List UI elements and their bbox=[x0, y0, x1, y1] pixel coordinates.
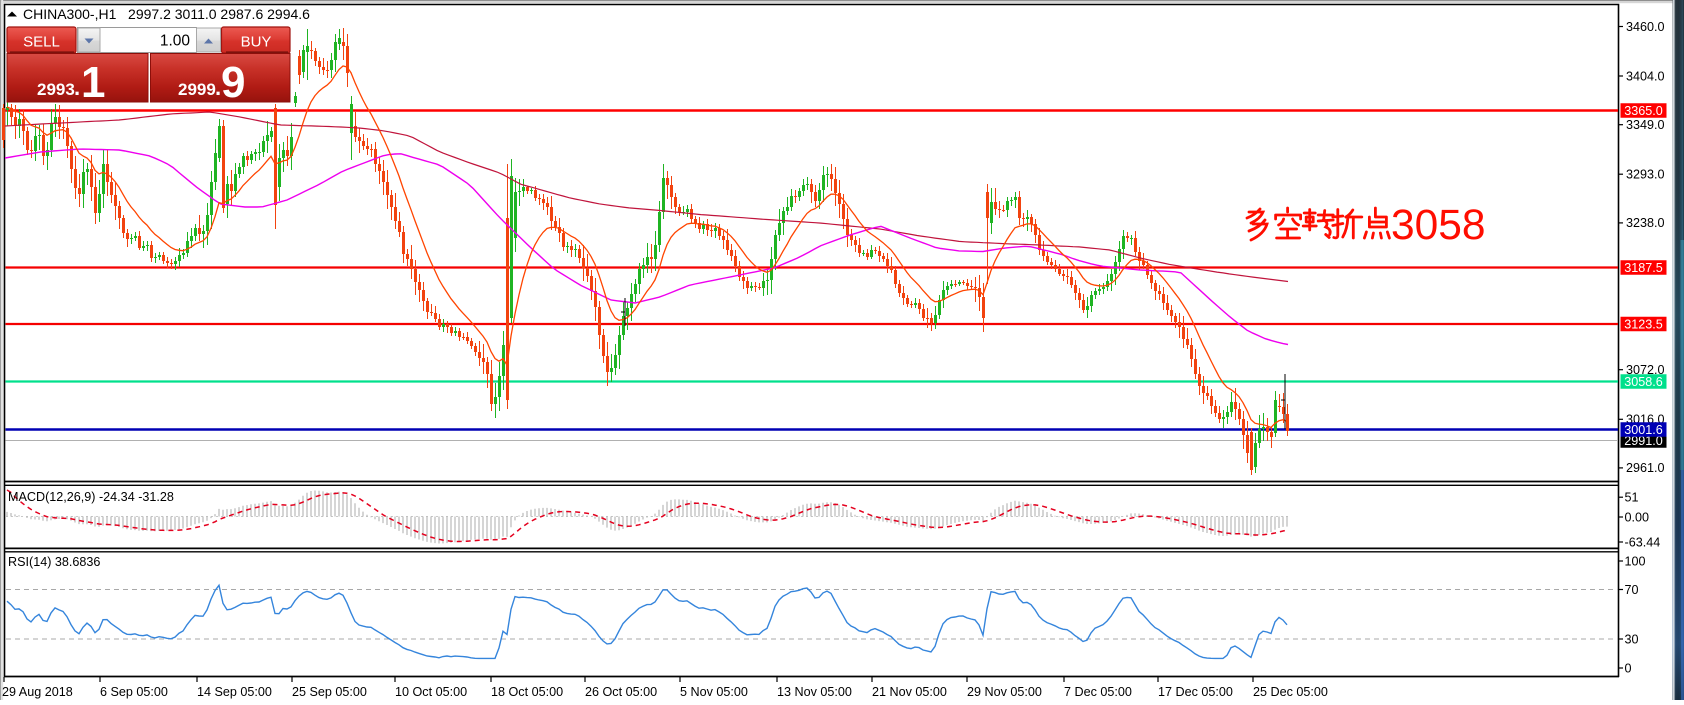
svg-text:100: 100 bbox=[1625, 554, 1646, 568]
svg-text:3293.0: 3293.0 bbox=[1626, 168, 1665, 182]
svg-text:26 Oct 05:00: 26 Oct 05:00 bbox=[585, 685, 657, 699]
svg-text:51: 51 bbox=[1625, 491, 1639, 505]
svg-text:9: 9 bbox=[221, 58, 245, 107]
svg-text:13 Nov 05:00: 13 Nov 05:00 bbox=[777, 685, 852, 699]
svg-text:1.00: 1.00 bbox=[160, 33, 191, 50]
svg-text:7 Dec 05:00: 7 Dec 05:00 bbox=[1064, 685, 1132, 699]
svg-text:RSI(14) 38.6836: RSI(14) 38.6836 bbox=[8, 555, 100, 569]
svg-text:1: 1 bbox=[81, 58, 105, 107]
svg-text:2999: 2999 bbox=[178, 80, 216, 99]
svg-text:SELL: SELL bbox=[23, 34, 60, 51]
svg-text:10 Oct 05:00: 10 Oct 05:00 bbox=[395, 685, 467, 699]
svg-text:18 Oct 05:00: 18 Oct 05:00 bbox=[491, 685, 563, 699]
svg-text:29 Aug 2018: 29 Aug 2018 bbox=[2, 685, 73, 699]
svg-text:3404.0: 3404.0 bbox=[1626, 69, 1665, 83]
svg-text:17 Dec 05:00: 17 Dec 05:00 bbox=[1158, 685, 1233, 699]
svg-text:MACD(12,26,9) -24.34 -31.28: MACD(12,26,9) -24.34 -31.28 bbox=[8, 490, 174, 504]
svg-text:25 Dec 05:00: 25 Dec 05:00 bbox=[1253, 685, 1328, 699]
svg-text:3058: 3058 bbox=[1391, 202, 1486, 249]
svg-text:5 Nov 05:00: 5 Nov 05:00 bbox=[680, 685, 748, 699]
svg-text:3460.0: 3460.0 bbox=[1626, 20, 1665, 34]
svg-text:-63.44: -63.44 bbox=[1625, 535, 1661, 549]
svg-text:3187.5: 3187.5 bbox=[1624, 261, 1663, 275]
svg-text:6 Sep 05:00: 6 Sep 05:00 bbox=[100, 685, 168, 699]
svg-text:3123.5: 3123.5 bbox=[1624, 317, 1663, 331]
svg-text:14 Sep 05:00: 14 Sep 05:00 bbox=[197, 685, 272, 699]
svg-text:2961.0: 2961.0 bbox=[1626, 461, 1665, 475]
svg-text:21 Nov 05:00: 21 Nov 05:00 bbox=[872, 685, 947, 699]
svg-text:2993: 2993 bbox=[37, 80, 75, 99]
svg-text:70: 70 bbox=[1625, 583, 1639, 597]
svg-text:3001.6: 3001.6 bbox=[1624, 423, 1663, 437]
svg-text:BUY: BUY bbox=[241, 34, 272, 51]
svg-text:25 Sep 05:00: 25 Sep 05:00 bbox=[292, 685, 367, 699]
svg-text:3058.6: 3058.6 bbox=[1624, 375, 1663, 389]
svg-text:0.00: 0.00 bbox=[1625, 510, 1650, 524]
svg-text:3349.0: 3349.0 bbox=[1626, 118, 1665, 132]
svg-text:29 Nov 05:00: 29 Nov 05:00 bbox=[967, 685, 1042, 699]
svg-text:.: . bbox=[74, 75, 80, 100]
svg-text:0: 0 bbox=[1625, 661, 1632, 675]
svg-text:3365.0: 3365.0 bbox=[1624, 104, 1663, 118]
svg-text:30: 30 bbox=[1625, 632, 1639, 646]
svg-text:3238.0: 3238.0 bbox=[1626, 216, 1665, 230]
svg-text:CHINA300-,H1 2997.2 3011.0 2: CHINA300-,H1 2997.2 3011.0 2987.6 2994.6 bbox=[23, 6, 310, 22]
